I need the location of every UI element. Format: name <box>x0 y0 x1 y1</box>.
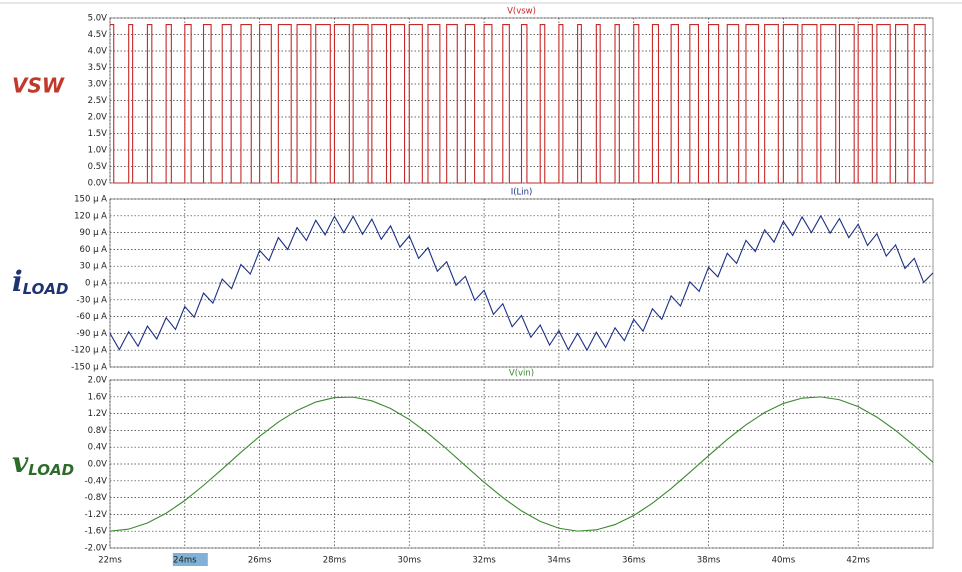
panel-title: I(Lin) <box>511 188 533 198</box>
x-tick-label: 24ms <box>173 556 197 566</box>
y-tick-label: -60 μ A <box>76 312 107 322</box>
x-tick-label: 26ms <box>248 556 272 566</box>
y-tick-label: 0.8V <box>88 426 108 436</box>
y-tick-label: 5.0V <box>88 14 108 24</box>
side-label-sub: LOAD <box>28 461 74 479</box>
y-tick-label: -150 μ A <box>71 363 107 373</box>
y-tick-label: -0.8V <box>85 493 108 503</box>
y-tick-label: -90 μ A <box>76 329 107 339</box>
side-label-sub: LOAD <box>23 280 69 298</box>
side-label-main: VSW <box>12 73 65 97</box>
y-tick-label: 1.5V <box>88 129 108 139</box>
panel-title: V(vin) <box>509 369 534 379</box>
y-tick-label: 0.0V <box>88 460 108 470</box>
y-tick-label: 0.5V <box>88 162 108 172</box>
y-tick-label: -2.0V <box>85 544 108 554</box>
y-tick-label: 30 μ A <box>80 262 108 272</box>
x-tick-label: 36ms <box>622 556 646 566</box>
side-label-main: i <box>12 265 23 298</box>
x-tick-label: 38ms <box>697 556 721 566</box>
side-label: iLOAD <box>12 265 68 298</box>
y-tick-label: 0.0V <box>88 179 108 189</box>
side-label: vLOAD <box>12 446 74 479</box>
y-tick-label: 4.5V <box>88 30 108 40</box>
y-tick-label: 1.6V <box>88 392 108 402</box>
side-label: VSW <box>12 73 65 97</box>
y-tick-label: -30 μ A <box>76 295 107 305</box>
x-tick-label: 32ms <box>472 556 496 566</box>
x-tick-label: 42ms <box>846 556 870 566</box>
y-tick-label: 120 μ A <box>74 211 107 221</box>
y-tick-label: -1.2V <box>85 510 108 520</box>
x-tick-label: 30ms <box>398 556 422 566</box>
x-tick-label: 34ms <box>547 556 571 566</box>
y-tick-label: -120 μ A <box>71 346 107 356</box>
selection-highlight <box>172 553 208 566</box>
y-tick-label: 60 μ A <box>80 245 108 255</box>
trace <box>110 24 933 184</box>
side-label-main: v <box>12 446 29 479</box>
y-tick-label: 2.5V <box>88 96 108 106</box>
y-tick-label: 3.5V <box>88 63 108 73</box>
y-tick-label: 0 μ A <box>85 279 107 289</box>
y-tick-label: -1.6V <box>85 527 108 537</box>
y-tick-label: 1.0V <box>88 146 108 156</box>
y-tick-label: 0.4V <box>88 443 108 453</box>
panel-title: V(vsw) <box>507 7 536 17</box>
y-tick-label: 2.0V <box>88 376 108 386</box>
y-tick-label: -0.4V <box>85 476 108 486</box>
y-tick-label: 90 μ A <box>80 228 108 238</box>
y-tick-label: 150 μ A <box>74 195 107 205</box>
trace <box>109 214 934 352</box>
x-tick-label: 28ms <box>323 556 347 566</box>
x-tick-label: 40ms <box>772 556 796 566</box>
x-tick-label: 22ms <box>98 556 122 566</box>
y-tick-label: 1.2V <box>88 409 108 419</box>
trace <box>109 396 934 532</box>
y-tick-label: 4.0V <box>88 47 108 57</box>
y-tick-label: 3.0V <box>88 80 108 90</box>
y-tick-label: 2.0V <box>88 113 108 123</box>
